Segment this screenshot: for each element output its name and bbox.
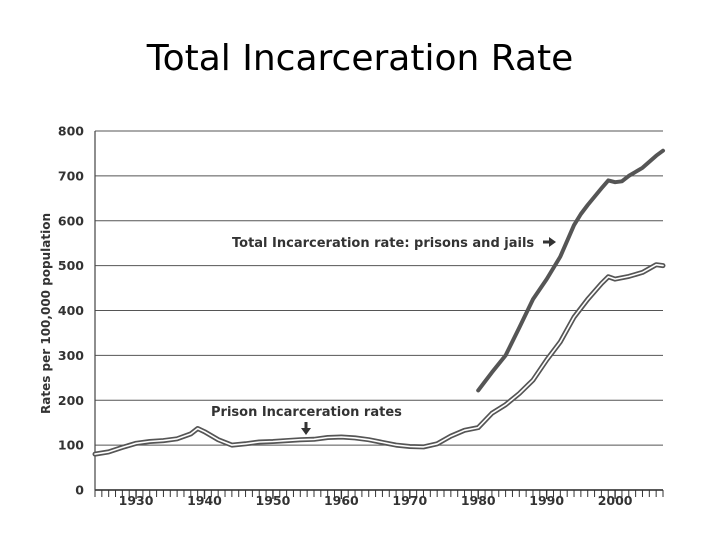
arrow-right-icon (549, 237, 556, 247)
x-tick-label: 2000 (598, 493, 633, 508)
y-tick-label: 800 (58, 124, 84, 139)
x-tick-label: 1990 (529, 493, 564, 508)
y-tick-label: 500 (58, 258, 84, 273)
y-tick-label: 200 (58, 393, 84, 408)
series-line-outer (92, 262, 666, 457)
series-line (476, 148, 665, 393)
series-1 (92, 262, 666, 457)
y-tick-label: 600 (58, 213, 84, 228)
series-line-inner (94, 263, 664, 455)
y-tick-label: 700 (58, 168, 84, 183)
y-tick-label: 300 (58, 348, 84, 363)
series-layer (92, 148, 666, 457)
series-0 (476, 148, 665, 393)
x-tick-label: 1960 (324, 493, 359, 508)
slide-title: Total Incarceration Rate (146, 38, 574, 79)
x-tick-label: 1950 (256, 493, 291, 508)
annotation-total-rate: Total Incarceration rate: prisons and ja… (232, 236, 534, 251)
grid-layer (95, 130, 663, 491)
annotation-layer: Total Incarceration rate: prisons and ja… (211, 236, 556, 435)
y-tick-label: 0 (75, 483, 84, 498)
arrow-down-icon (301, 428, 311, 435)
annotation-prison-rate: Prison Incarceration rates (211, 405, 402, 420)
x-tick-label: 1940 (187, 493, 222, 508)
axis-layer: 0 100 200 300 400 500 600 700 800 1930 1940 1950 196… (39, 124, 664, 508)
x-tick-label: 1970 (392, 493, 427, 508)
y-axis-title: Rates per 100,000 population (39, 213, 53, 414)
y-tick-label: 400 (58, 303, 84, 318)
x-tick-label: 1930 (119, 493, 154, 508)
y-tick-label: 100 (58, 438, 84, 453)
x-tick-label: 1980 (461, 493, 496, 508)
